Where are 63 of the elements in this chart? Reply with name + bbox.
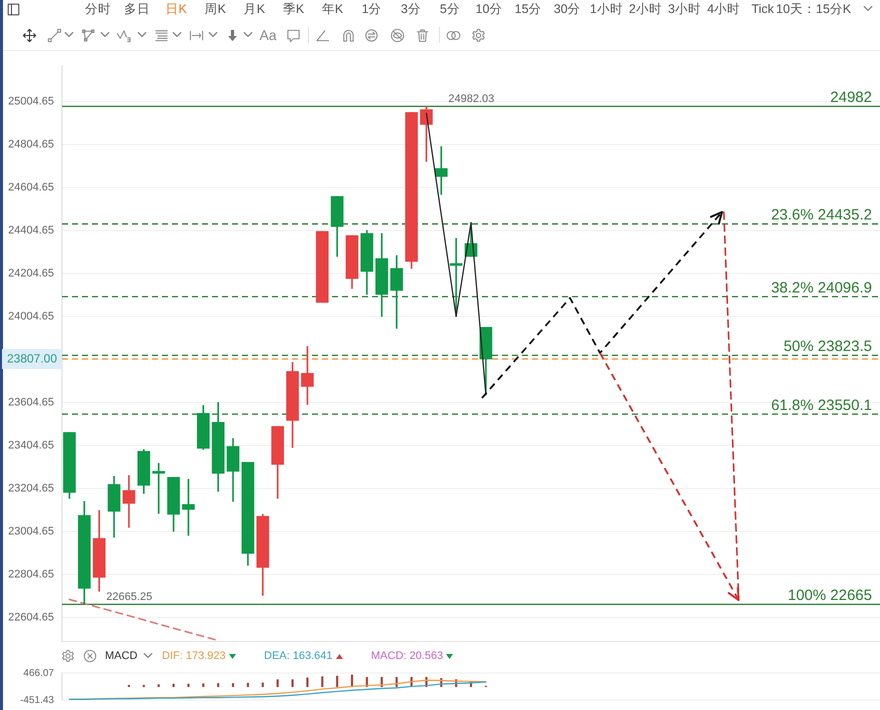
bar: [306, 678, 308, 688]
bar: [187, 684, 190, 688]
y-tick-label: 24804.65: [8, 138, 54, 151]
bar: [232, 683, 234, 688]
interval-label: 10天：15分K: [776, 2, 852, 16]
y-tick-label: 22804.65: [8, 568, 54, 580]
tab-label: 4小时: [707, 2, 740, 16]
ref-line-label: 61.8% 23550.1: [771, 396, 872, 414]
indicator-name: MACD: [105, 649, 138, 663]
tab-label: 分时: [85, 2, 111, 16]
tab-label: 年K: [322, 2, 344, 16]
bar: [158, 684, 160, 688]
line-series: [68, 598, 219, 642]
y-tick-label: 24004.65: [8, 310, 54, 322]
legend-entry: DEA: 163.641: [264, 649, 332, 663]
tab-label: 5分: [440, 2, 460, 16]
tab-label: 1分: [362, 2, 382, 16]
annotation: 24982.03: [448, 92, 494, 105]
y-tick-label: 24604.65: [8, 182, 54, 194]
tab-label: 15分: [514, 2, 542, 16]
ref-line-label: 50% 23823.5: [784, 338, 872, 356]
tab-label: 3小时: [668, 2, 701, 16]
candlestick: [122, 475, 136, 528]
legend-entry: MACD: 20.563: [371, 649, 444, 663]
bar: [276, 679, 279, 688]
annotation: 22665.25: [106, 590, 152, 603]
y-tick-label: 466.07: [23, 668, 54, 679]
legend-entry: DIF: 173.923: [162, 649, 226, 663]
ref-line-label: 23807.00: [6, 351, 58, 366]
y-tick-label: 25004.65: [8, 96, 54, 108]
text-tool-label: Aa: [259, 28, 277, 42]
tab-label: 2小时: [628, 2, 662, 16]
bar: [336, 676, 338, 688]
y-tick-label: 23404.65: [8, 439, 54, 452]
y-tick-label: 22604.65: [8, 611, 54, 624]
y-tick-label: 23204.65: [8, 482, 54, 494]
bar: [321, 676, 324, 688]
tab-label: 月K: [244, 2, 266, 16]
tab-label: 周K: [204, 2, 226, 16]
tab-label: 日K: [166, 2, 187, 16]
tab-label: Tick: [751, 2, 774, 16]
y-tick-label: -451.43: [20, 694, 54, 706]
bar: [262, 682, 264, 688]
ref-line-label: 24982: [830, 89, 872, 106]
ref-line-label: 23.6% 24435.2: [771, 206, 872, 224]
y-tick-label: 23604.65: [8, 396, 54, 408]
bar: [202, 683, 204, 688]
ref-line-label: 100% 22665: [788, 587, 872, 604]
tab-label: 季K: [282, 2, 304, 16]
bar: [217, 683, 220, 688]
bar: [380, 676, 383, 688]
tab-label: 30分: [554, 2, 581, 16]
ref-line-label: 38.2% 24096.9: [771, 279, 872, 296]
y-tick-label: 24204.65: [8, 268, 54, 280]
y-tick-label: 24404.65: [8, 224, 54, 237]
bar: [142, 684, 145, 688]
tab-label: 10分: [476, 2, 502, 16]
bar: [172, 684, 175, 688]
bar: [291, 679, 294, 688]
tab-label: 3分: [400, 2, 421, 16]
tab-label: 1小时: [590, 2, 623, 16]
tab-label: 多日: [124, 2, 150, 16]
y-tick-label: 23004.65: [8, 525, 54, 538]
